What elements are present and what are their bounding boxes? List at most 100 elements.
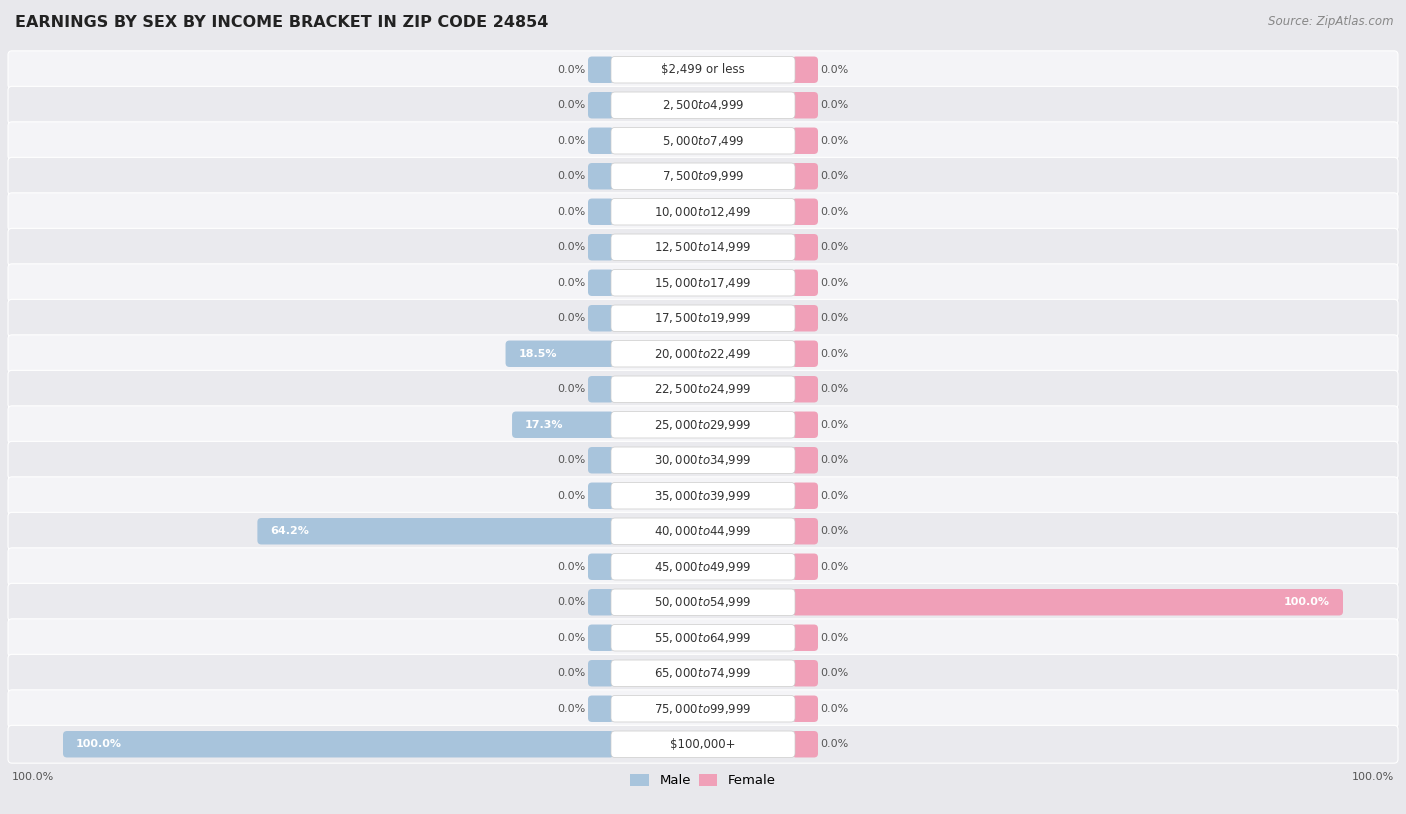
FancyBboxPatch shape — [792, 128, 818, 154]
FancyBboxPatch shape — [792, 269, 818, 296]
FancyBboxPatch shape — [588, 695, 614, 722]
FancyBboxPatch shape — [792, 695, 818, 722]
Text: 0.0%: 0.0% — [558, 171, 586, 182]
FancyBboxPatch shape — [8, 441, 1398, 479]
FancyBboxPatch shape — [8, 406, 1398, 444]
Text: 0.0%: 0.0% — [820, 562, 848, 571]
FancyBboxPatch shape — [8, 157, 1398, 195]
Text: 0.0%: 0.0% — [820, 65, 848, 75]
FancyBboxPatch shape — [792, 234, 818, 260]
FancyBboxPatch shape — [588, 128, 614, 154]
Text: 0.0%: 0.0% — [558, 455, 586, 466]
FancyBboxPatch shape — [588, 305, 614, 331]
Text: 18.5%: 18.5% — [519, 348, 557, 359]
Text: 0.0%: 0.0% — [820, 313, 848, 323]
FancyBboxPatch shape — [612, 56, 794, 83]
FancyBboxPatch shape — [792, 56, 818, 83]
Text: 0.0%: 0.0% — [820, 207, 848, 217]
Text: $65,000 to $74,999: $65,000 to $74,999 — [654, 666, 752, 681]
FancyBboxPatch shape — [8, 477, 1398, 514]
FancyBboxPatch shape — [8, 512, 1398, 550]
Text: 64.2%: 64.2% — [270, 526, 309, 536]
Text: 0.0%: 0.0% — [820, 704, 848, 714]
Text: 0.0%: 0.0% — [558, 313, 586, 323]
FancyBboxPatch shape — [612, 554, 794, 580]
FancyBboxPatch shape — [588, 624, 614, 651]
FancyBboxPatch shape — [8, 725, 1398, 764]
Text: $35,000 to $39,999: $35,000 to $39,999 — [654, 488, 752, 503]
FancyBboxPatch shape — [612, 589, 794, 615]
Text: 0.0%: 0.0% — [558, 207, 586, 217]
FancyBboxPatch shape — [792, 660, 818, 686]
Text: $45,000 to $49,999: $45,000 to $49,999 — [654, 560, 752, 574]
FancyBboxPatch shape — [792, 340, 818, 367]
Text: 0.0%: 0.0% — [820, 136, 848, 146]
FancyBboxPatch shape — [792, 163, 818, 190]
Text: 0.0%: 0.0% — [820, 455, 848, 466]
Text: 0.0%: 0.0% — [558, 278, 586, 288]
Text: 0.0%: 0.0% — [820, 491, 848, 501]
Text: 0.0%: 0.0% — [820, 420, 848, 430]
FancyBboxPatch shape — [612, 412, 794, 438]
Text: $17,500 to $19,999: $17,500 to $19,999 — [654, 311, 752, 326]
Text: 0.0%: 0.0% — [820, 526, 848, 536]
FancyBboxPatch shape — [792, 589, 1343, 615]
Legend: Male, Female: Male, Female — [626, 768, 780, 793]
FancyBboxPatch shape — [792, 412, 818, 438]
Text: 100.0%: 100.0% — [1284, 597, 1330, 607]
Text: 0.0%: 0.0% — [820, 100, 848, 110]
Text: $75,000 to $99,999: $75,000 to $99,999 — [654, 702, 752, 716]
FancyBboxPatch shape — [612, 518, 794, 545]
FancyBboxPatch shape — [8, 229, 1398, 266]
Text: 17.3%: 17.3% — [524, 420, 564, 430]
Text: 0.0%: 0.0% — [558, 65, 586, 75]
FancyBboxPatch shape — [588, 483, 614, 509]
FancyBboxPatch shape — [588, 447, 614, 474]
FancyBboxPatch shape — [792, 92, 818, 119]
FancyBboxPatch shape — [63, 731, 614, 758]
Text: 0.0%: 0.0% — [820, 348, 848, 359]
Text: $25,000 to $29,999: $25,000 to $29,999 — [654, 418, 752, 431]
FancyBboxPatch shape — [8, 619, 1398, 657]
FancyBboxPatch shape — [612, 199, 794, 225]
FancyBboxPatch shape — [588, 56, 614, 83]
FancyBboxPatch shape — [8, 548, 1398, 585]
FancyBboxPatch shape — [8, 584, 1398, 621]
FancyBboxPatch shape — [8, 264, 1398, 302]
Text: 0.0%: 0.0% — [820, 668, 848, 678]
FancyBboxPatch shape — [8, 654, 1398, 692]
FancyBboxPatch shape — [612, 269, 794, 296]
FancyBboxPatch shape — [612, 624, 794, 651]
FancyBboxPatch shape — [792, 518, 818, 545]
Text: $2,499 or less: $2,499 or less — [661, 63, 745, 77]
Text: 100.0%: 100.0% — [76, 739, 122, 749]
FancyBboxPatch shape — [612, 340, 794, 367]
Text: $50,000 to $54,999: $50,000 to $54,999 — [654, 595, 752, 609]
Text: 0.0%: 0.0% — [558, 384, 586, 394]
Text: $2,500 to $4,999: $2,500 to $4,999 — [662, 98, 744, 112]
Text: 0.0%: 0.0% — [558, 668, 586, 678]
FancyBboxPatch shape — [588, 234, 614, 260]
FancyBboxPatch shape — [257, 518, 614, 545]
FancyBboxPatch shape — [8, 370, 1398, 408]
FancyBboxPatch shape — [792, 731, 818, 758]
FancyBboxPatch shape — [588, 92, 614, 119]
FancyBboxPatch shape — [612, 92, 794, 119]
FancyBboxPatch shape — [8, 689, 1398, 728]
FancyBboxPatch shape — [588, 163, 614, 190]
FancyBboxPatch shape — [588, 376, 614, 402]
FancyBboxPatch shape — [612, 234, 794, 260]
FancyBboxPatch shape — [612, 483, 794, 509]
FancyBboxPatch shape — [612, 376, 794, 402]
FancyBboxPatch shape — [792, 624, 818, 651]
Text: $22,500 to $24,999: $22,500 to $24,999 — [654, 383, 752, 396]
Text: 0.0%: 0.0% — [820, 632, 848, 643]
Text: $100,000+: $100,000+ — [671, 737, 735, 751]
FancyBboxPatch shape — [512, 412, 614, 438]
FancyBboxPatch shape — [792, 447, 818, 474]
FancyBboxPatch shape — [588, 269, 614, 296]
FancyBboxPatch shape — [8, 300, 1398, 337]
Text: 0.0%: 0.0% — [558, 562, 586, 571]
FancyBboxPatch shape — [506, 340, 614, 367]
Text: $15,000 to $17,499: $15,000 to $17,499 — [654, 276, 752, 290]
